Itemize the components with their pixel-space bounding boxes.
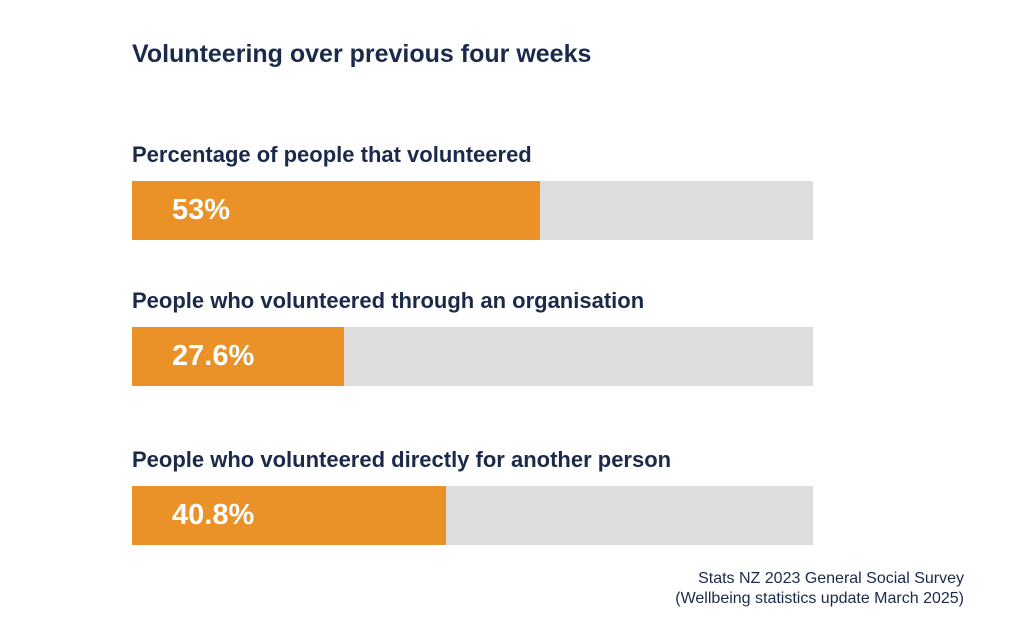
source-line: (Wellbeing statistics update March 2025) — [675, 590, 964, 607]
bar-track: 40.8% — [132, 486, 813, 545]
bar-value-label: 27.6% — [172, 340, 255, 372]
source-line: Stats NZ 2023 General Social Survey — [698, 570, 964, 587]
source-note: Stats NZ 2023 General Social Survey (Wel… — [675, 569, 964, 609]
bar-value-label: 40.8% — [172, 499, 255, 531]
bar-label: Percentage of people that volunteered — [132, 142, 532, 167]
bar-track: 27.6% — [132, 327, 813, 386]
bar-group-directly: People who volunteered directly for anot… — [132, 445, 813, 545]
bar-value-label: 53% — [172, 194, 231, 226]
chart-title: Volunteering over previous four weeks — [132, 40, 592, 68]
bar-group-volunteered: Percentage of people that volunteered 53… — [132, 140, 813, 240]
bar-fill — [132, 181, 540, 240]
bar-fill — [132, 486, 446, 545]
bar-group-organisation: People who volunteered through an organi… — [132, 286, 813, 386]
bar-fill — [132, 327, 344, 386]
bar-label: People who volunteered through an organi… — [132, 288, 645, 313]
bar-track: 53% — [132, 181, 813, 240]
bar-label: People who volunteered directly for anot… — [132, 447, 672, 472]
